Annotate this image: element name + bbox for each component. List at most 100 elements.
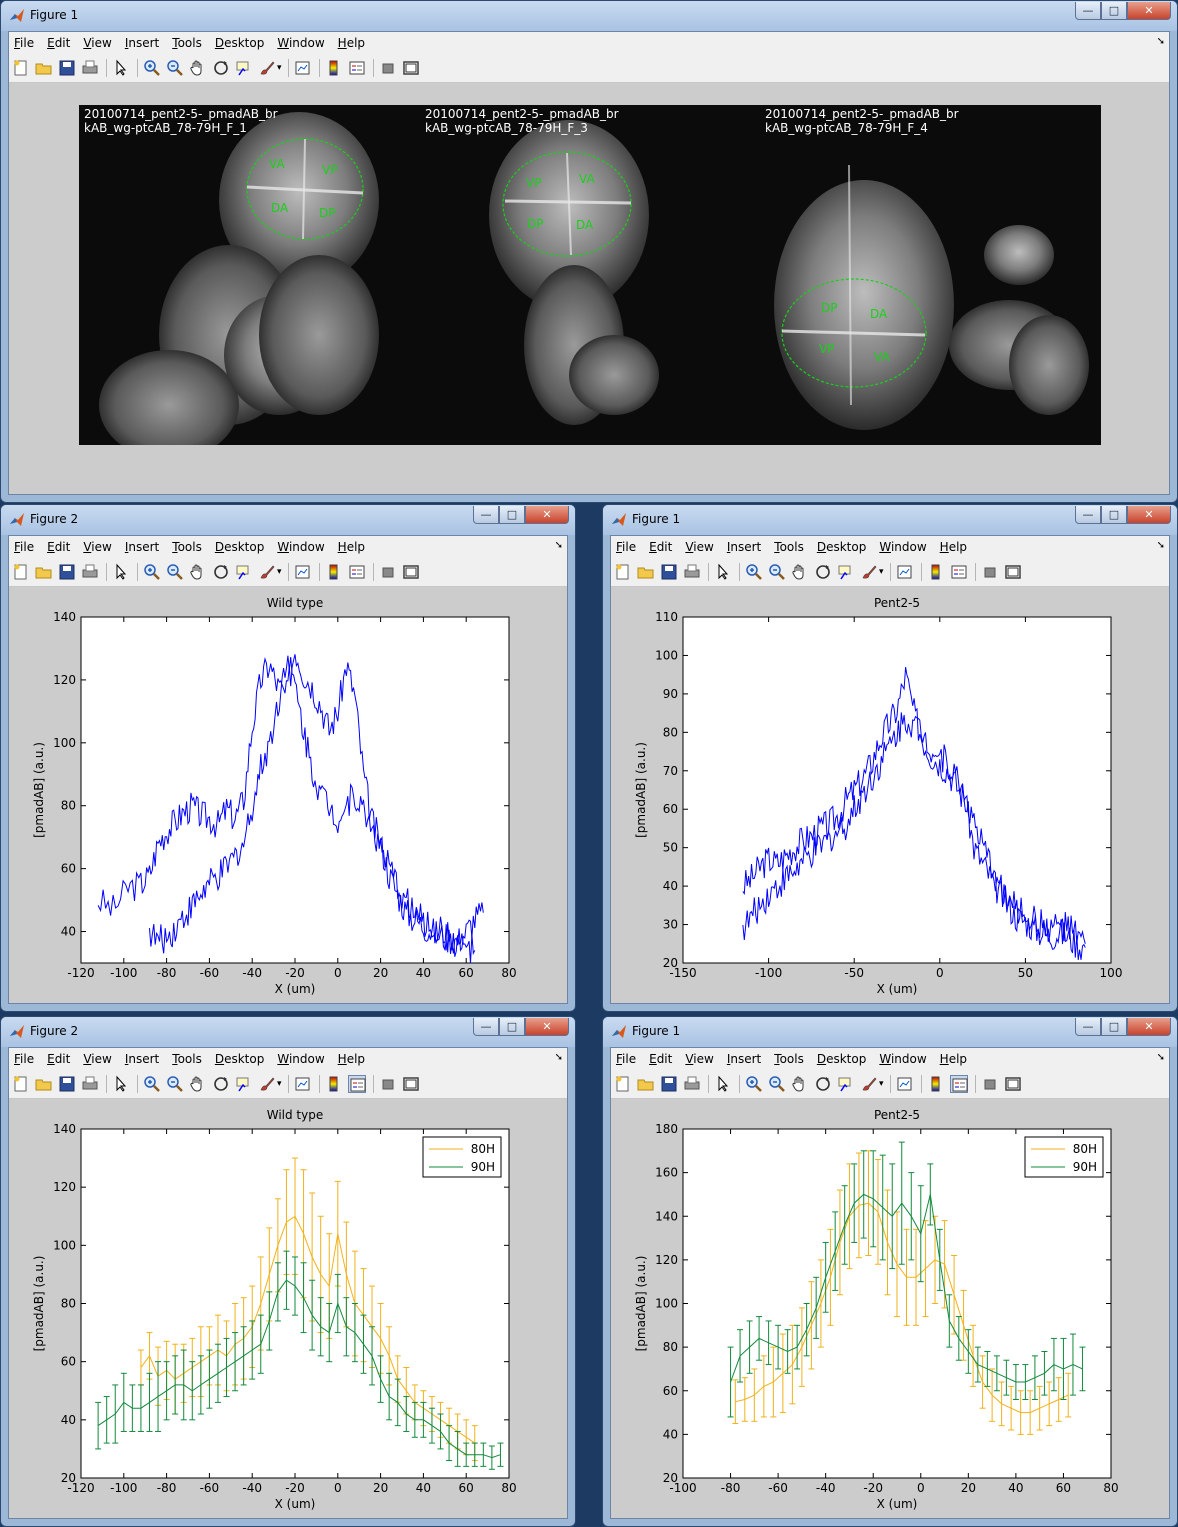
new-figure-icon[interactable] [614, 1075, 632, 1093]
menu-desktop[interactable]: Desktop [816, 1052, 867, 1066]
menu-tools[interactable]: Tools [172, 1052, 202, 1066]
legend-icon[interactable] [950, 563, 968, 581]
brush-dropdown-icon[interactable]: ▾ [277, 63, 282, 73]
zoom-out-icon[interactable] [768, 563, 786, 581]
menu-file[interactable]: File [14, 1052, 35, 1066]
save-icon[interactable] [58, 1075, 76, 1093]
menu-tools[interactable]: Tools [172, 36, 202, 50]
colorbar-icon[interactable] [927, 563, 945, 581]
zoom-in-icon[interactable] [143, 1075, 161, 1093]
menu-edit[interactable]: Edit [649, 1052, 673, 1066]
dock-arrow-icon[interactable]: ➘ [1156, 36, 1165, 47]
menu-view[interactable]: View [685, 540, 714, 554]
open-file-icon[interactable] [35, 59, 53, 77]
minimize-button[interactable]: — [1075, 1018, 1101, 1036]
zoom-out-icon[interactable] [166, 1075, 184, 1093]
link-plot-icon[interactable] [294, 1075, 312, 1093]
menu-insert[interactable]: Insert [124, 540, 160, 554]
dock-arrow-icon[interactable]: ➘ [554, 1052, 563, 1063]
menu-help[interactable]: Help [939, 540, 968, 554]
menu-tools[interactable]: Tools [774, 540, 804, 554]
menu-desktop[interactable]: Desktop [214, 36, 265, 50]
menu-help[interactable]: Help [337, 540, 366, 554]
brush-dropdown-icon[interactable]: ▾ [277, 567, 282, 577]
figure-window-wt-raw[interactable]: Figure 2 — □ ✕ File Edit View Insert Tools Deskto… [0, 504, 576, 1012]
close-button[interactable]: ✕ [1127, 2, 1171, 20]
menu-desktop[interactable]: Desktop [214, 1052, 265, 1066]
rotate-3d-icon[interactable] [212, 563, 230, 581]
pointer-icon[interactable] [714, 563, 732, 581]
save-icon[interactable] [660, 1075, 678, 1093]
menu-help[interactable]: Help [337, 36, 366, 50]
pointer-icon[interactable] [112, 563, 130, 581]
menu-file[interactable]: File [616, 540, 637, 554]
save-icon[interactable] [58, 59, 76, 77]
figure-window-pent-raw[interactable]: Figure 1 — □ ✕ File Edit View Insert Tools Deskto… [602, 504, 1178, 1012]
menu-file[interactable]: File [14, 540, 35, 554]
menu-file[interactable]: File [14, 36, 35, 50]
legend-icon[interactable] [949, 1075, 968, 1093]
show-plot-tools-icon[interactable] [402, 1075, 420, 1093]
save-icon[interactable] [660, 563, 678, 581]
menu-edit[interactable]: Edit [47, 540, 71, 554]
figure-window-top[interactable]: Figure 1 — □ ✕ File Edit View Insert Tools De… [0, 0, 1178, 503]
zoom-in-icon[interactable] [143, 59, 161, 77]
figure-window-wt-avg[interactable]: Figure 2 — □ ✕ File Edit View Insert Tools Deskto… [0, 1016, 576, 1527]
zoom-in-icon[interactable] [745, 563, 763, 581]
menu-edit[interactable]: Edit [47, 36, 71, 50]
pointer-icon[interactable] [714, 1075, 732, 1093]
show-plot-tools-icon[interactable] [1004, 563, 1022, 581]
close-button[interactable]: ✕ [1127, 506, 1171, 524]
dock-arrow-icon[interactable]: ➘ [554, 540, 563, 551]
print-icon[interactable] [81, 1075, 99, 1093]
minimize-button[interactable]: — [473, 506, 499, 524]
pan-icon[interactable] [791, 1075, 809, 1093]
title-bar[interactable]: Figure 2 — □ ✕ [1, 505, 575, 535]
brush-icon[interactable] [258, 563, 276, 581]
new-figure-icon[interactable] [12, 59, 30, 77]
title-bar[interactable]: Figure 1 — □ ✕ [603, 1017, 1177, 1047]
maximize-button[interactable]: □ [1101, 506, 1127, 524]
dock-arrow-icon[interactable]: ➘ [1156, 1052, 1165, 1063]
new-figure-icon[interactable] [614, 563, 632, 581]
print-icon[interactable] [81, 59, 99, 77]
menu-tools[interactable]: Tools [172, 540, 202, 554]
minimize-button[interactable]: — [1075, 506, 1101, 524]
brush-icon[interactable] [258, 59, 276, 77]
print-icon[interactable] [683, 1075, 701, 1093]
rotate-3d-icon[interactable] [814, 563, 832, 581]
menu-view[interactable]: View [83, 540, 112, 554]
pan-icon[interactable] [189, 563, 207, 581]
title-bar[interactable]: Figure 2 — □ ✕ [1, 1017, 575, 1047]
pointer-icon[interactable] [112, 59, 130, 77]
menu-desktop[interactable]: Desktop [214, 540, 265, 554]
menu-window[interactable]: Window [277, 1052, 325, 1066]
pan-icon[interactable] [189, 1075, 207, 1093]
menu-view[interactable]: View [685, 1052, 714, 1066]
pan-icon[interactable] [791, 563, 809, 581]
hide-plot-tools-icon[interactable] [379, 1075, 397, 1093]
menu-view[interactable]: View [83, 1052, 112, 1066]
menu-tools[interactable]: Tools [774, 1052, 804, 1066]
colorbar-icon[interactable] [927, 1075, 945, 1093]
zoom-out-icon[interactable] [768, 1075, 786, 1093]
maximize-button[interactable]: □ [499, 506, 525, 524]
link-plot-icon[interactable] [294, 59, 312, 77]
minimize-button[interactable]: — [473, 1018, 499, 1036]
data-cursor-icon[interactable] [235, 563, 253, 581]
menu-file[interactable]: File [616, 1052, 637, 1066]
link-plot-icon[interactable] [294, 563, 312, 581]
close-button[interactable]: ✕ [525, 506, 569, 524]
pointer-icon[interactable] [112, 1075, 130, 1093]
hide-plot-tools-icon[interactable] [981, 563, 999, 581]
menu-desktop[interactable]: Desktop [816, 540, 867, 554]
open-file-icon[interactable] [637, 1075, 655, 1093]
show-plot-tools-icon[interactable] [1004, 1075, 1022, 1093]
maximize-button[interactable]: □ [1101, 2, 1127, 20]
show-plot-tools-icon[interactable] [402, 563, 420, 581]
data-cursor-icon[interactable] [837, 563, 855, 581]
maximize-button[interactable]: □ [499, 1018, 525, 1036]
maximize-button[interactable]: □ [1101, 1018, 1127, 1036]
